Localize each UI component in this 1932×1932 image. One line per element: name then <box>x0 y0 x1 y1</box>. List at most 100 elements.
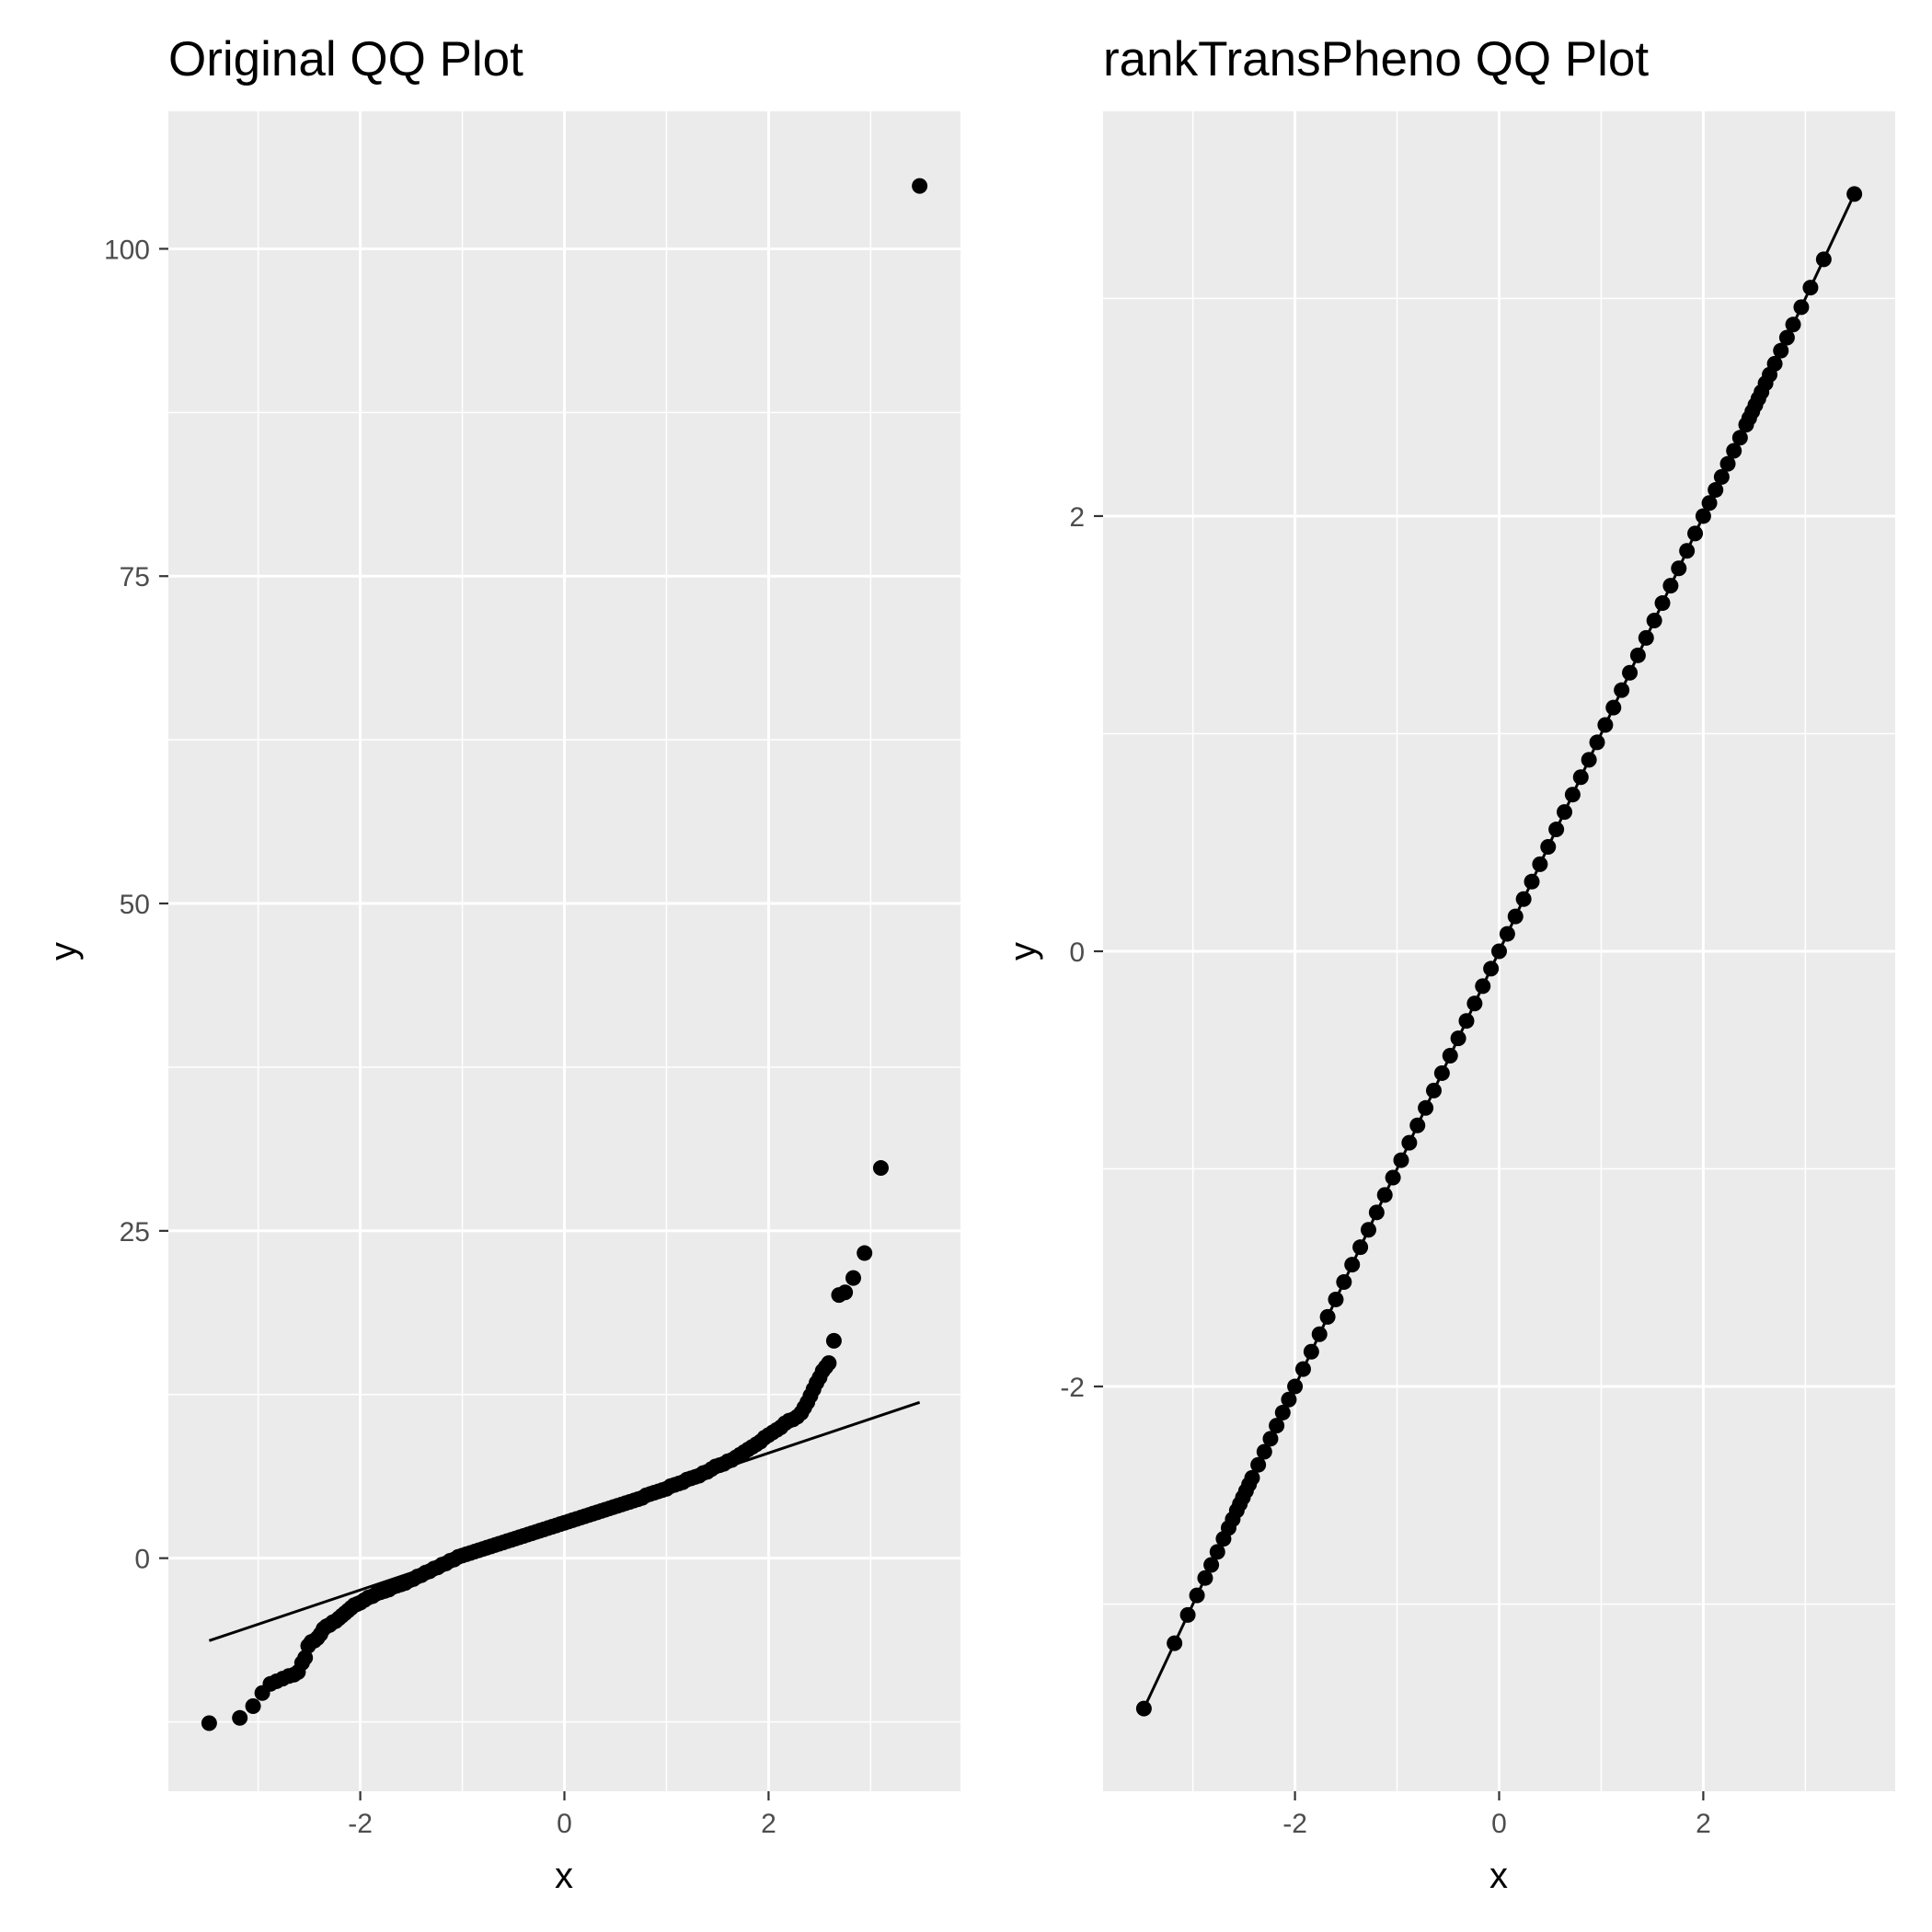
x-tick-label: 2 <box>761 1809 776 1839</box>
data-point <box>845 1270 861 1286</box>
data-point <box>1319 1308 1336 1325</box>
data-point <box>1622 664 1639 681</box>
data-point <box>1368 1204 1385 1221</box>
gridlines <box>1103 111 1895 1791</box>
data-point <box>857 1245 873 1261</box>
data-point <box>1638 629 1654 646</box>
data-point <box>1197 1570 1213 1586</box>
data-point <box>1815 251 1832 268</box>
data-point <box>1466 995 1483 1012</box>
data-point <box>1532 856 1548 872</box>
data-point <box>1719 455 1736 472</box>
data-point <box>1557 804 1573 821</box>
data-point <box>1401 1134 1418 1151</box>
data-point <box>1687 525 1704 542</box>
data-point <box>1614 682 1630 698</box>
data-point <box>821 1355 837 1372</box>
data-point <box>1581 752 1597 768</box>
data-point <box>1250 1456 1267 1473</box>
data-point <box>837 1284 854 1301</box>
data-point <box>1244 1469 1260 1486</box>
y-tick-label: 50 <box>120 890 150 920</box>
y-tick-label: 25 <box>120 1217 150 1248</box>
data-point <box>1701 495 1718 512</box>
axis-ticks: -2 0 2 -2 0 2 <box>1060 502 1710 1839</box>
data-point <box>1418 1099 1434 1116</box>
data-point <box>1294 1361 1311 1377</box>
panel-ranktranspheno-qq: rankTransPheno QQ Plot -2 0 2 -2 0 2 x y <box>1003 32 1895 1896</box>
data-point <box>1597 717 1614 733</box>
data-point <box>1269 1418 1285 1434</box>
y-tick-label: 0 <box>134 1545 150 1575</box>
data-point <box>1450 1030 1466 1047</box>
axis-ticks: -2 0 2 0 25 50 75 100 <box>104 235 776 1839</box>
data-point <box>825 1332 842 1349</box>
data-point <box>1679 543 1696 559</box>
data-point <box>1507 908 1524 925</box>
data-point <box>1695 508 1711 524</box>
data-point <box>1726 443 1742 459</box>
data-point <box>1281 1391 1297 1408</box>
data-point <box>1409 1117 1426 1133</box>
y-tick-label: 2 <box>1069 502 1085 533</box>
data-point <box>1524 873 1540 890</box>
data-point <box>1646 612 1662 628</box>
data-point <box>1328 1291 1344 1307</box>
data-point <box>232 1709 248 1726</box>
data-point <box>1778 329 1795 346</box>
y-tick-label: 100 <box>104 235 150 265</box>
data-point <box>1303 1343 1319 1360</box>
data-point <box>1802 280 1819 296</box>
data-point <box>1352 1239 1369 1256</box>
data-point <box>1442 1048 1458 1064</box>
data-point <box>245 1697 261 1714</box>
chart-title: rankTransPheno QQ Plot <box>1103 32 1649 86</box>
data-point <box>1499 926 1515 942</box>
data-point <box>1572 769 1589 786</box>
data-point <box>1203 1557 1220 1573</box>
panel-original-qq: Original QQ Plot -2 0 2 0 25 50 75 100 x y <box>43 32 960 1896</box>
data-point <box>1311 1326 1328 1342</box>
data-point <box>1540 838 1557 855</box>
y-axis-label: y <box>1003 942 1043 960</box>
data-point <box>1548 822 1565 838</box>
data-point <box>1287 1378 1304 1395</box>
data-point <box>1425 1082 1442 1098</box>
data-points <box>201 178 928 1731</box>
data-point <box>1731 430 1748 446</box>
data-point <box>1773 342 1789 359</box>
data-point <box>872 1160 889 1177</box>
x-axis-label: x <box>555 1856 573 1896</box>
data-point <box>1179 1606 1196 1623</box>
data-point <box>1336 1274 1352 1291</box>
x-tick-label: -2 <box>1282 1809 1307 1839</box>
data-point <box>1515 891 1532 907</box>
data-point <box>1475 978 1491 995</box>
data-point <box>1262 1431 1279 1447</box>
data-point <box>1483 960 1500 977</box>
x-tick-label: 0 <box>1491 1809 1507 1839</box>
y-tick-label: 0 <box>1069 937 1085 968</box>
data-point <box>1605 699 1622 716</box>
y-tick-label: 75 <box>120 562 150 592</box>
data-point <box>1393 1152 1409 1168</box>
data-point <box>1564 787 1581 803</box>
data-point <box>1274 1404 1291 1420</box>
data-point <box>1671 560 1687 577</box>
data-point <box>1344 1257 1361 1273</box>
data-point <box>912 178 928 194</box>
data-point <box>201 1715 217 1731</box>
data-point <box>1167 1635 1183 1651</box>
chart-title: Original QQ Plot <box>168 32 523 86</box>
data-points <box>1135 186 1863 1717</box>
data-point <box>1433 1064 1450 1081</box>
data-point <box>1385 1169 1401 1186</box>
x-axis-label: x <box>1489 1856 1508 1896</box>
data-point <box>1360 1222 1376 1238</box>
x-tick-label: 0 <box>557 1809 572 1839</box>
x-tick-label: -2 <box>348 1809 373 1839</box>
data-point <box>1209 1544 1225 1560</box>
data-point <box>1793 299 1810 316</box>
data-point <box>1135 1700 1152 1717</box>
